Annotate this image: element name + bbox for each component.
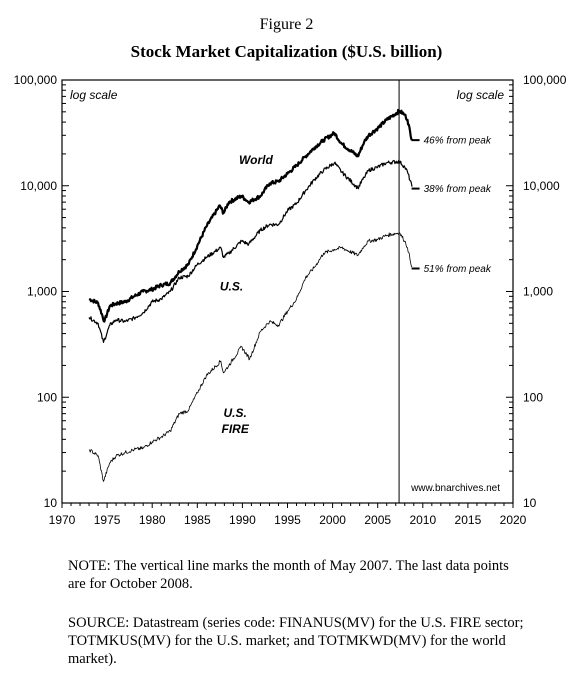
annotation-text: 46% from peak — [424, 136, 492, 147]
series-label-1: U.S. — [220, 280, 243, 294]
x-tick-label: 1975 — [94, 513, 121, 527]
series-line-2 — [88, 232, 413, 482]
credit-text: www.bnarchives.net — [410, 483, 500, 494]
series-label-0: World — [239, 153, 273, 167]
note-text: NOTE: The vertical line marks the month … — [68, 558, 509, 592]
y-tick-label-right: 10 — [523, 496, 537, 510]
x-tick-label: 2010 — [409, 513, 436, 527]
stock-market-cap-chart: 10 100 1,000 10,000 100,000 10 100 1,000 10,000… — [14, 73, 567, 527]
x-axis: 1970 1975 1980 1985 1990 1995 2000 2005 2010 2015… — [49, 503, 527, 527]
x-tick-label: 1980 — [139, 513, 166, 527]
x-tick-label: 1985 — [184, 513, 211, 527]
y-tick-label-right: 10,000 — [523, 179, 560, 193]
log-scale-label-left: log scale — [70, 88, 118, 102]
y-axis-left: 10 100 1,000 10,000 100,000 — [14, 73, 69, 510]
log-scale-label-right: log scale — [457, 88, 505, 102]
series-label-2: U.S. FIRE — [222, 406, 250, 436]
y-tick-label-right: 1,000 — [523, 285, 553, 299]
x-tick-label: 2000 — [319, 513, 346, 527]
x-tick-label: 2015 — [455, 513, 482, 527]
y-tick-label-right: 100 — [523, 390, 543, 404]
y-tick-label-right: 100,000 — [523, 73, 567, 87]
y-tick-label-left: 1,000 — [27, 285, 57, 299]
annotation-layer: 46% from peak 38% from peak 51% from peak — [411, 136, 492, 275]
series-line-1 — [88, 159, 413, 343]
x-tick-label: 2005 — [364, 513, 391, 527]
x-tick-label: 1995 — [274, 513, 301, 527]
series-line-0 — [88, 108, 413, 323]
x-tick-label: 1970 — [49, 513, 76, 527]
chart-title: Stock Market Capitalization ($U.S. billi… — [130, 42, 443, 61]
y-axis-right: 10 100 1,000 10,000 100,000 — [506, 73, 567, 510]
series-layer: World U.S. U.S. FIRE — [88, 108, 413, 482]
source-text: SOURCE: Datastream (series code: FINANUS… — [68, 615, 524, 667]
y-tick-label-left: 10,000 — [20, 179, 57, 193]
x-tick-label: 1990 — [229, 513, 256, 527]
y-tick-label-left: 100 — [37, 390, 57, 404]
figure-label: Figure 2 — [259, 16, 314, 33]
x-tick-label: 2020 — [500, 513, 527, 527]
y-tick-label-left: 10 — [44, 496, 58, 510]
annotation-text: 51% from peak — [424, 264, 492, 275]
annotation-text: 38% from peak — [424, 184, 492, 195]
y-tick-label-left: 100,000 — [14, 73, 58, 87]
